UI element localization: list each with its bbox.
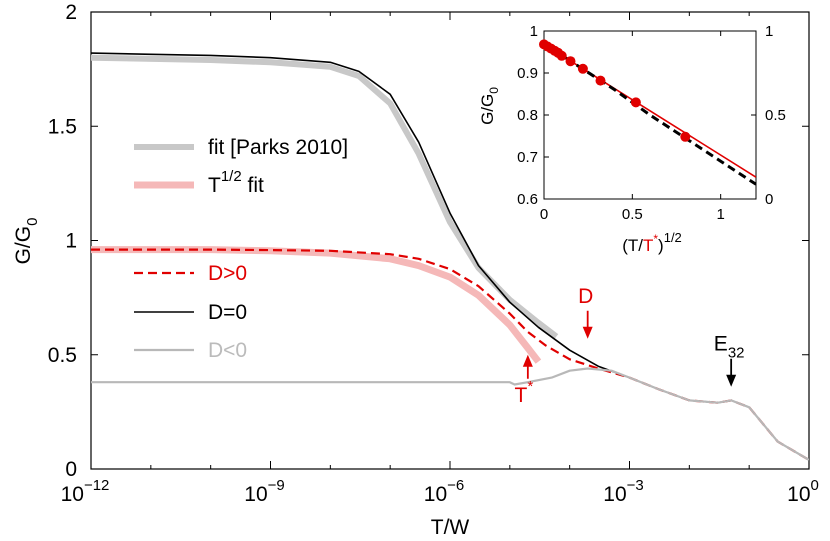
inset-x-axis-label: (T/T*)1/2 <box>622 230 682 255</box>
annotation-arrowhead <box>522 354 533 367</box>
legend-label: fit [Parks 2010] <box>208 136 348 159</box>
annotation-label: T* <box>515 378 534 407</box>
series-line-0 <box>91 54 559 339</box>
annotation-label: D <box>578 285 593 308</box>
y-axis-label: G/G0 <box>12 218 41 265</box>
inset-axes-box <box>543 30 757 200</box>
inset-data-point <box>556 50 567 61</box>
inset-x-tick-label: 0.5 <box>622 206 643 223</box>
legend-label: D>0 <box>208 262 247 285</box>
inset-x-tick-label: 1 <box>716 206 724 223</box>
y-tick-label: 2 <box>65 1 77 24</box>
legend-label: D<0 <box>208 339 247 362</box>
inset-data-point <box>577 63 588 74</box>
x-tick-label: 10−3 <box>603 477 643 506</box>
x-axis-label: T/W <box>431 516 470 539</box>
inset-y-tick-right-label: 1 <box>765 23 773 40</box>
inset-y-tick-label: 0.8 <box>517 107 538 124</box>
y-tick-label: 0.5 <box>48 344 77 367</box>
x-tick-label: 10−9 <box>244 477 284 506</box>
inset-y-tick-right-label: 0 <box>765 191 773 208</box>
inset-y-tick-label: 1 <box>530 23 538 40</box>
inset-y-tick-label: 0.7 <box>517 149 538 166</box>
inset-data-point <box>680 131 691 142</box>
series-line-1 <box>91 246 542 364</box>
inset-y-axis-label: G/G0 <box>478 87 501 125</box>
inset-x-tick-label: 0 <box>540 206 548 223</box>
inset-y-tick-label: 0.9 <box>517 65 538 82</box>
inset-chart: 0 0.5 1 0.6 0.7 0.8 0.9 1 0 0.5 1 (T/T*)1/2 G/G0 <box>478 23 786 255</box>
y-tick-label: 0 <box>65 458 77 481</box>
annotation-label: E32 <box>714 333 745 362</box>
annotation-arrowhead <box>582 326 593 339</box>
x-tick-label: 10−12 <box>61 477 110 506</box>
x-tick-label: 10−6 <box>424 477 464 506</box>
legend-label: D=0 <box>208 301 247 324</box>
inset-y-tick-label: 0.6 <box>517 191 538 208</box>
series-line-4 <box>91 367 809 461</box>
y-tick-label: 1.5 <box>48 115 77 138</box>
x-tick-label: 100 <box>787 477 819 506</box>
annotation-arrowhead <box>726 374 737 387</box>
inset-data-point <box>595 75 606 86</box>
inset-y-tick-right-label: 0.5 <box>765 107 786 124</box>
inset-data-point <box>565 56 576 67</box>
y-tick-label: 1 <box>65 230 77 253</box>
inset-data-point <box>630 97 641 108</box>
legend-label: T1/2 fit <box>208 168 264 197</box>
